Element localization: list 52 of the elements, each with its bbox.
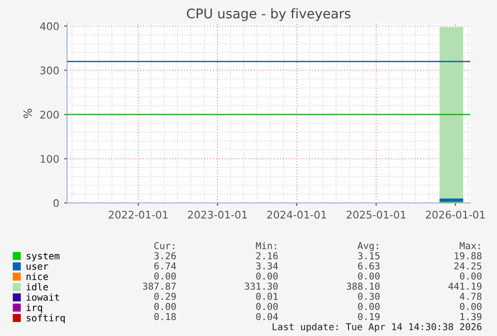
text: 2.16 xyxy=(256,252,278,260)
x-tick-label: 2022-01-01 xyxy=(108,210,168,219)
chart-title: CPU usage - by fiveyears xyxy=(186,8,350,22)
text: 0.00 xyxy=(358,272,380,280)
text: 0.04 xyxy=(256,313,278,320)
text: 0.00 xyxy=(154,302,176,310)
legend-label: user xyxy=(26,264,48,270)
text: 3.26 xyxy=(154,252,176,260)
legend-label: system xyxy=(26,252,60,262)
text: 0.00 xyxy=(256,302,278,310)
text: Cur: xyxy=(154,242,174,250)
text: 0.01 xyxy=(256,292,278,300)
text: Last update: Tue Apr 14 14:30:38 2026 xyxy=(272,322,482,332)
text: 441.19 xyxy=(448,282,482,290)
legend-label: iowait xyxy=(26,293,59,301)
text: 6.63 xyxy=(358,262,380,270)
text: 0.00 xyxy=(154,272,176,280)
text: 0.30 xyxy=(358,292,380,300)
text: 0.00 xyxy=(256,272,278,280)
text: 0.29 xyxy=(154,292,176,300)
legend-label: nice xyxy=(26,272,48,280)
x-tick-label: 2026-01-01 xyxy=(426,210,485,219)
x-tick-label: 2024-01-01 xyxy=(267,210,326,219)
text: 6.74 xyxy=(154,262,176,270)
text: 0.19 xyxy=(358,313,380,320)
text: 1.39 xyxy=(460,313,482,320)
text: 0.00 xyxy=(460,272,482,280)
text: 24.25 xyxy=(454,262,482,270)
y-tick-label: 200 xyxy=(40,110,59,119)
legend-label: softirq xyxy=(26,314,65,324)
text: 19.88 xyxy=(454,252,482,260)
text: 3.15 xyxy=(358,252,380,260)
y-tick-label: 100 xyxy=(40,154,59,163)
text: 0.00 xyxy=(460,302,482,310)
text: 3.34 xyxy=(256,262,278,270)
text: Max: xyxy=(460,242,480,250)
x-tick-label: 2025-01-01 xyxy=(346,210,406,219)
text: 4.78 xyxy=(460,292,482,300)
y-tick-label: 300 xyxy=(40,66,59,74)
text: 331.30 xyxy=(244,282,278,290)
y-axis-title: % xyxy=(23,108,32,118)
y-tick-label: 400 xyxy=(40,22,59,30)
text: 0.00 xyxy=(358,302,380,310)
legend-label: irq xyxy=(26,304,42,313)
text: 387.87 xyxy=(142,282,176,290)
text: Avg: xyxy=(358,242,378,252)
text: Min: xyxy=(256,242,276,250)
text: 0.18 xyxy=(154,313,176,320)
legend-label: idle xyxy=(26,283,48,290)
x-tick-label: 2023-01-01 xyxy=(188,210,247,219)
y-tick-label: 0 xyxy=(54,199,59,208)
text: 388.10 xyxy=(346,282,380,290)
